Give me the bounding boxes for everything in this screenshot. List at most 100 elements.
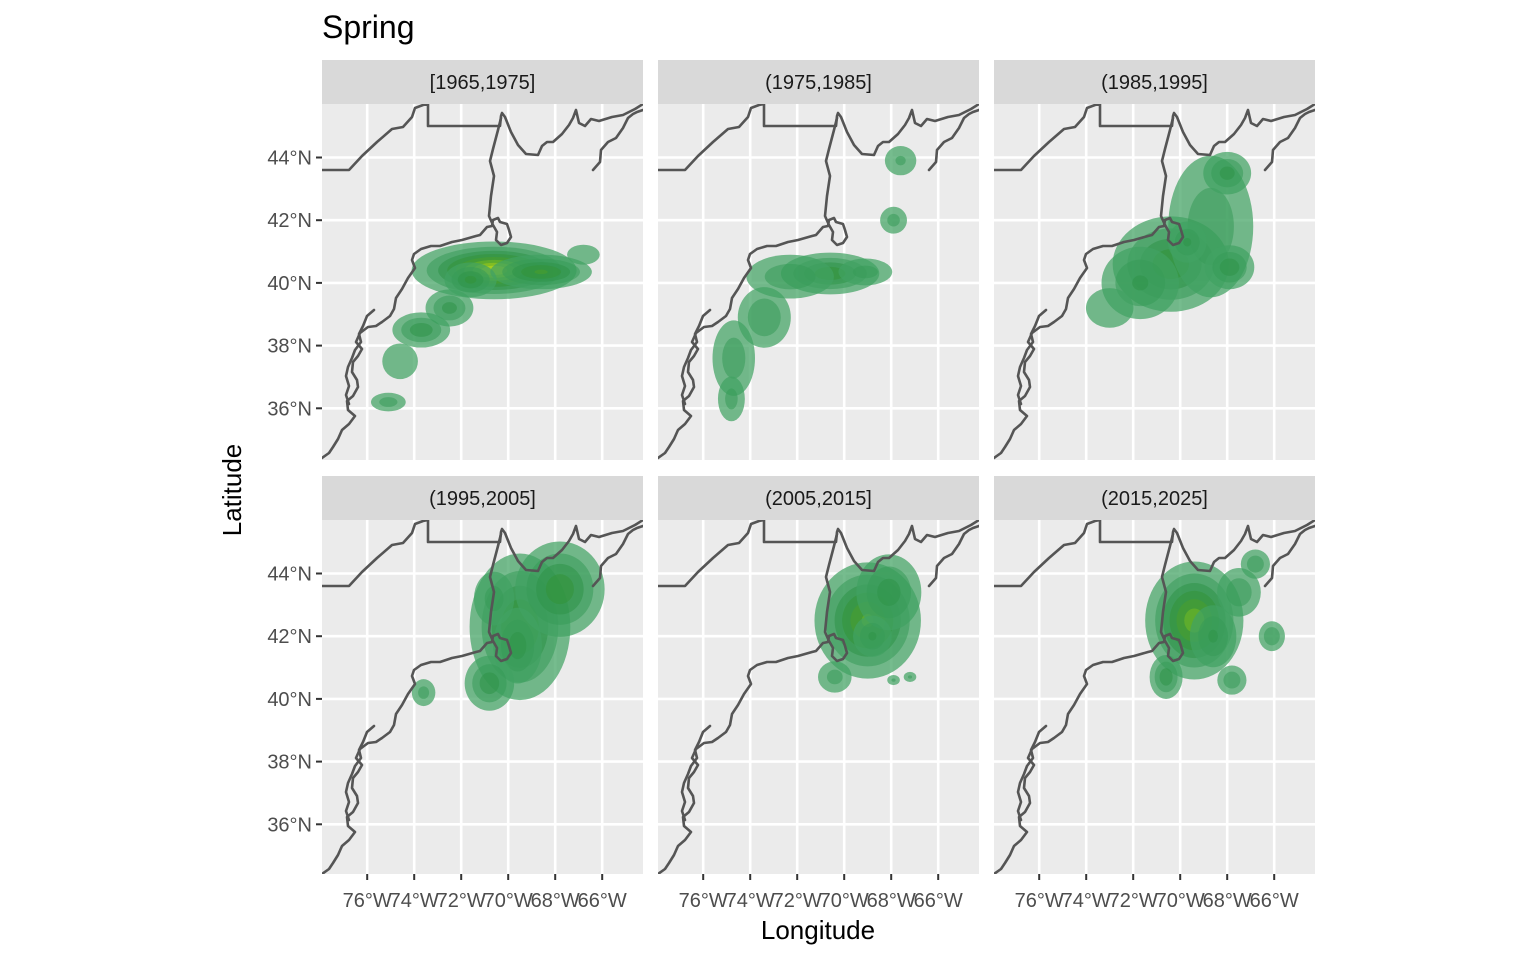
density-contour bbox=[441, 302, 457, 314]
density-contour bbox=[534, 269, 548, 275]
density-contour bbox=[877, 578, 901, 606]
density-layer bbox=[370, 241, 600, 412]
coastline bbox=[680, 308, 712, 406]
density-contour bbox=[508, 631, 527, 660]
x-tick-label: 70°W bbox=[1156, 890, 1205, 912]
y-tick-label: 38°N bbox=[267, 752, 312, 774]
x-tick-label: 66°W bbox=[914, 890, 963, 912]
density-contour bbox=[826, 669, 843, 685]
y-tick-label: 40°N bbox=[267, 689, 312, 711]
x-tick-label: 68°W bbox=[531, 890, 580, 912]
coastline bbox=[322, 104, 643, 172]
x-tick-label: 72°W bbox=[773, 890, 822, 912]
coastline bbox=[927, 108, 979, 172]
coastline bbox=[994, 104, 1315, 172]
x-tick-label: 66°W bbox=[1250, 890, 1299, 912]
coastline bbox=[322, 520, 643, 588]
density-contour bbox=[722, 337, 746, 379]
coastline bbox=[927, 524, 979, 588]
coastline bbox=[680, 724, 712, 822]
density-contour bbox=[1223, 671, 1241, 689]
x-tick-label: 72°W bbox=[1109, 890, 1158, 912]
y-tick-label: 42°N bbox=[267, 210, 312, 232]
x-tick-label: 76°W bbox=[679, 890, 728, 912]
density-contour bbox=[382, 343, 418, 380]
x-tick-label: 76°W bbox=[343, 890, 392, 912]
facet-strip-label: (1995,2005] bbox=[429, 488, 536, 510]
facet-strip-label: (1975,1985] bbox=[765, 72, 872, 94]
density-contour bbox=[409, 322, 433, 337]
coastline bbox=[344, 308, 376, 406]
x-tick-label: 76°W bbox=[1015, 890, 1064, 912]
y-tick-label: 36°N bbox=[267, 398, 312, 420]
facet-panel: (1995,2005] bbox=[322, 476, 643, 874]
coastline bbox=[994, 520, 1315, 588]
y-tick-label: 40°N bbox=[267, 273, 312, 295]
density-contour bbox=[1219, 258, 1240, 276]
density-contour bbox=[545, 574, 574, 605]
coastline bbox=[1016, 724, 1048, 822]
chart-title: Spring bbox=[322, 9, 415, 45]
x-tick-label: 74°W bbox=[390, 890, 439, 912]
density-contour bbox=[725, 388, 738, 410]
x-tick-label: 68°W bbox=[867, 890, 916, 912]
y-tick-label: 44°N bbox=[267, 564, 312, 586]
x-tick-label: 72°W bbox=[437, 890, 486, 912]
y-tick-label: 42°N bbox=[267, 626, 312, 648]
density-contour bbox=[891, 678, 896, 682]
density-contour bbox=[464, 275, 477, 284]
facet-grid: [1965,1975] (1975,1985] (1985,1995] (1995,2… bbox=[322, 60, 1315, 874]
facet-strip-label: [1965,1975] bbox=[430, 72, 536, 94]
x-tick-label: 70°W bbox=[820, 890, 869, 912]
density-contour bbox=[868, 631, 877, 641]
coastline bbox=[1263, 524, 1315, 588]
coastline bbox=[994, 532, 1185, 874]
coastline bbox=[344, 724, 376, 822]
density-contour bbox=[1219, 166, 1235, 180]
facet-strip-label: (1985,1995] bbox=[1101, 72, 1208, 94]
x-tick-label: 74°W bbox=[726, 890, 775, 912]
density-contour bbox=[747, 298, 781, 337]
coastline bbox=[658, 520, 979, 588]
coastline bbox=[658, 532, 849, 874]
y-tick-label: 44°N bbox=[267, 148, 312, 170]
facet-strip-label: (2015,2025] bbox=[1101, 488, 1208, 510]
facet-panel: (2015,2025] bbox=[994, 476, 1315, 874]
facet-strip-label: (2005,2015] bbox=[765, 488, 872, 510]
y-tick-label: 38°N bbox=[267, 336, 312, 358]
facet-strip bbox=[322, 60, 643, 104]
coastline bbox=[1263, 108, 1315, 172]
x-axis-title: Longitude bbox=[761, 915, 875, 945]
facet-strip bbox=[658, 60, 979, 104]
coastline bbox=[658, 116, 849, 460]
panel-background bbox=[994, 520, 1315, 874]
y-axes: 36°N 38°N 40°N 42°N 44°N 36°N 38°N 40°N 42°N 44°N bbox=[267, 148, 322, 836]
x-tick-label: 74°W bbox=[1062, 890, 1111, 912]
density-contour bbox=[895, 155, 906, 166]
facet-panel: [1965,1975] bbox=[322, 60, 643, 460]
density-contour bbox=[379, 397, 398, 407]
coastline bbox=[591, 524, 643, 588]
density-contour bbox=[1246, 555, 1264, 573]
facet-panel: (1985,1995] bbox=[994, 60, 1315, 460]
density-layer bbox=[814, 554, 922, 693]
density-contour bbox=[1208, 629, 1218, 643]
density-contour bbox=[1183, 237, 1192, 247]
coastline bbox=[591, 108, 643, 172]
density-layer bbox=[1085, 151, 1255, 328]
facet-strip bbox=[994, 60, 1315, 104]
x-tick-label: 66°W bbox=[578, 890, 627, 912]
panel-background bbox=[658, 520, 979, 874]
density-contour bbox=[907, 675, 913, 679]
density-contour bbox=[1226, 578, 1252, 607]
coastline bbox=[322, 532, 513, 874]
density-contour bbox=[764, 263, 816, 290]
density-contour bbox=[418, 686, 430, 699]
x-axes: 76°W74°W72°W70°W68°W66°W 76°W74°W72°W70°W… bbox=[343, 874, 1299, 912]
density-contour bbox=[1159, 668, 1173, 686]
density-contour bbox=[567, 244, 600, 265]
coastline bbox=[1016, 308, 1048, 406]
facet-strip bbox=[322, 476, 643, 520]
density-contour bbox=[479, 672, 500, 695]
density-contour bbox=[852, 265, 878, 279]
